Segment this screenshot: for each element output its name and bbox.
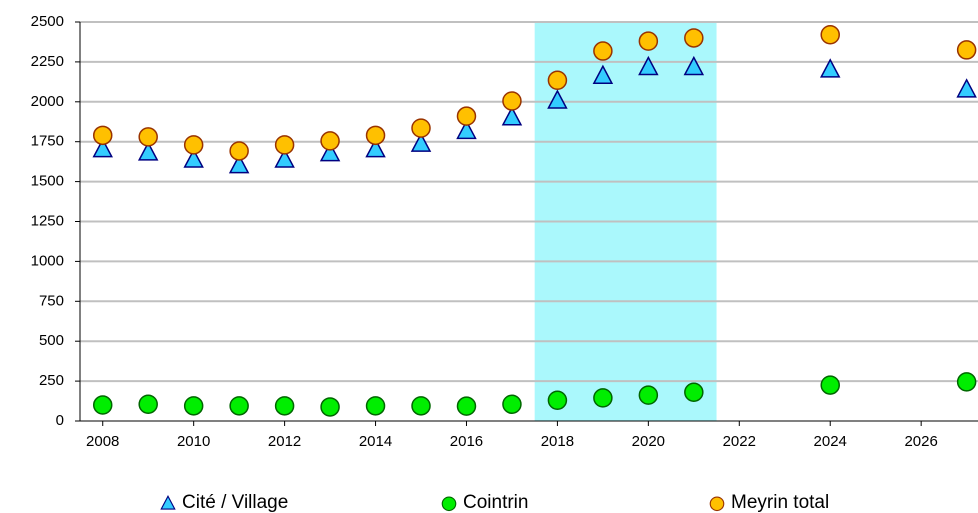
- data-point: [183, 148, 204, 168]
- data-point: [501, 106, 523, 126]
- data-point: [320, 131, 340, 151]
- data-point: [138, 394, 158, 414]
- data-point: [819, 58, 841, 78]
- y-tick-label: 1000: [31, 252, 64, 269]
- data-point: [138, 127, 158, 147]
- x-tick-label: 2024: [814, 433, 847, 450]
- y-tick-label: 1500: [31, 173, 64, 190]
- data-point: [638, 31, 659, 51]
- x-tick-label: 2022: [723, 433, 756, 450]
- data-point: [365, 125, 386, 146]
- legend-label: Cité / Village: [182, 492, 288, 513]
- data-point: [592, 64, 614, 85]
- data-point: [593, 388, 613, 408]
- x-tick-label: 2018: [541, 433, 574, 450]
- y-tick-label: 1750: [31, 133, 64, 150]
- y-tick-label: 250: [39, 372, 64, 389]
- data-point: [183, 135, 204, 155]
- data-point: [137, 141, 159, 161]
- data-point: [274, 396, 295, 416]
- data-point: [456, 106, 477, 126]
- data-point: [547, 70, 568, 91]
- data-point: [365, 396, 386, 416]
- data-point: [411, 118, 431, 138]
- data-point: [229, 141, 249, 161]
- data-point: [547, 89, 568, 109]
- data-point: [183, 396, 204, 416]
- y-tick-label: 2500: [31, 13, 64, 30]
- x-tick-label: 2010: [177, 433, 210, 450]
- data-point: [502, 394, 522, 414]
- x-tick-label: 2014: [359, 433, 392, 450]
- data-point: [229, 396, 249, 416]
- data-point: [820, 25, 840, 45]
- y-tick-label: 750: [39, 292, 64, 309]
- legend-marker: [709, 496, 725, 512]
- data-point: [684, 28, 704, 48]
- x-tick-label: 2020: [632, 433, 665, 450]
- data-point: [92, 395, 113, 415]
- data-point: [274, 148, 295, 168]
- data-point: [956, 78, 977, 98]
- x-tick-label: 2026: [904, 433, 937, 450]
- y-tick-label: 500: [39, 332, 64, 349]
- x-tick-label: 2012: [268, 433, 301, 450]
- y-tick-label: 1250: [31, 212, 64, 229]
- data-point: [684, 382, 704, 403]
- data-point: [456, 396, 477, 416]
- data-point: [319, 142, 341, 162]
- data-point: [502, 91, 522, 111]
- data-point: [92, 138, 113, 158]
- data-point: [410, 132, 432, 152]
- data-point: [638, 55, 659, 76]
- data-point: [820, 375, 840, 395]
- legend-label: Cointrin: [463, 492, 528, 513]
- data-point: [228, 154, 250, 174]
- data-point: [593, 41, 613, 61]
- data-point: [456, 119, 477, 140]
- data-point: [365, 138, 386, 158]
- y-tick-label: 0: [56, 412, 64, 429]
- legend-marker: [160, 495, 176, 510]
- x-tick-label: 2008: [86, 433, 119, 450]
- data-point: [274, 135, 295, 155]
- y-tick-label: 2250: [31, 53, 64, 70]
- data-point: [547, 390, 568, 411]
- data-point: [411, 396, 431, 416]
- data-point: [683, 55, 705, 76]
- legend-marker: [441, 496, 457, 512]
- data-point: [956, 40, 977, 60]
- data-point: [320, 397, 340, 417]
- data-point: [638, 385, 659, 405]
- y-tick-label: 2000: [31, 93, 64, 110]
- legend-label: Meyrin total: [731, 492, 829, 513]
- data-point: [92, 125, 113, 146]
- data-point: [956, 372, 977, 392]
- x-tick-label: 2016: [450, 433, 483, 450]
